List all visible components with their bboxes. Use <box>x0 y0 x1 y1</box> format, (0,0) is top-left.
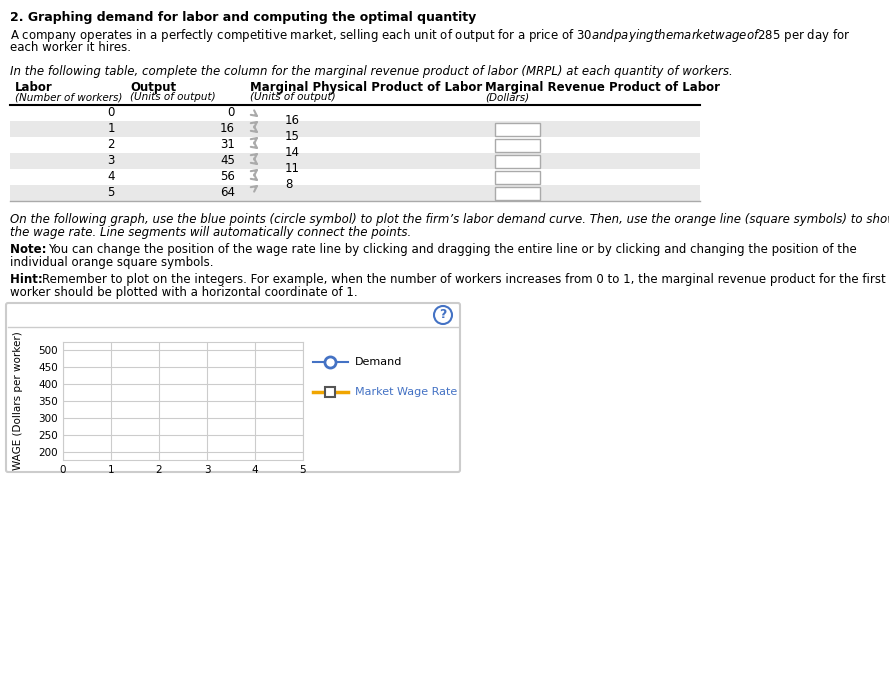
Text: On the following graph, use the blue points (circle symbol) to plot the firm’s l: On the following graph, use the blue poi… <box>10 213 889 226</box>
Text: (Dollars): (Dollars) <box>485 92 529 102</box>
Circle shape <box>434 306 452 324</box>
Text: (Units of output): (Units of output) <box>250 92 336 102</box>
Bar <box>495 138 540 152</box>
Text: 16: 16 <box>285 115 300 127</box>
Text: 45: 45 <box>220 154 235 168</box>
Text: individual orange square symbols.: individual orange square symbols. <box>10 256 213 269</box>
Text: 3: 3 <box>108 154 115 168</box>
Text: Output: Output <box>130 81 176 94</box>
Text: the wage rate. Line segments will automatically connect the points.: the wage rate. Line segments will automa… <box>10 226 412 239</box>
Bar <box>10 121 700 137</box>
Bar <box>495 122 540 136</box>
Text: Marginal Physical Product of Labor: Marginal Physical Product of Labor <box>250 81 482 94</box>
FancyBboxPatch shape <box>6 303 460 472</box>
Text: Labor: Labor <box>15 81 52 94</box>
Bar <box>10 185 700 201</box>
Text: each worker it hires.: each worker it hires. <box>10 41 131 54</box>
Text: 16: 16 <box>220 122 235 136</box>
Text: 64: 64 <box>220 187 235 199</box>
Text: 14: 14 <box>285 147 300 159</box>
Text: 31: 31 <box>220 138 235 152</box>
Text: 5: 5 <box>108 187 115 199</box>
Text: 11: 11 <box>285 162 300 175</box>
Text: A company operates in a perfectly competitive market, selling each unit of outpu: A company operates in a perfectly compet… <box>10 27 851 44</box>
Bar <box>495 171 540 184</box>
Text: 1: 1 <box>108 122 115 136</box>
Text: worker should be plotted with a horizontal coordinate of 1.: worker should be plotted with a horizont… <box>10 286 357 299</box>
Text: ?: ? <box>439 308 446 322</box>
Bar <box>495 187 540 199</box>
Text: 56: 56 <box>220 171 235 184</box>
Text: 2: 2 <box>108 138 115 152</box>
Text: WAGE (Dollars per worker): WAGE (Dollars per worker) <box>13 331 23 470</box>
Text: 0: 0 <box>228 106 235 120</box>
Text: Hint:: Hint: <box>10 273 47 286</box>
Text: 8: 8 <box>285 178 292 192</box>
Text: Market Wage Rate: Market Wage Rate <box>355 387 457 397</box>
Text: 15: 15 <box>285 131 300 143</box>
Text: In the following table, complete the column for the marginal revenue product of : In the following table, complete the col… <box>10 65 733 78</box>
Text: 2. Graphing demand for labor and computing the optimal quantity: 2. Graphing demand for labor and computi… <box>10 11 477 24</box>
Text: Note:: Note: <box>10 243 51 256</box>
Text: 4: 4 <box>108 171 115 184</box>
Text: Remember to plot on the integers. For example, when the number of workers increa: Remember to plot on the integers. For ex… <box>42 273 885 286</box>
Text: Marginal Revenue Product of Labor: Marginal Revenue Product of Labor <box>485 81 720 94</box>
Text: (Units of output): (Units of output) <box>130 92 216 102</box>
Text: You can change the position of the wage rate line by clicking and dragging the e: You can change the position of the wage … <box>48 243 857 256</box>
Text: 0: 0 <box>108 106 115 120</box>
Text: (Number of workers): (Number of workers) <box>15 92 123 102</box>
Text: Demand: Demand <box>355 357 403 367</box>
Bar <box>495 154 540 168</box>
Bar <box>10 153 700 169</box>
